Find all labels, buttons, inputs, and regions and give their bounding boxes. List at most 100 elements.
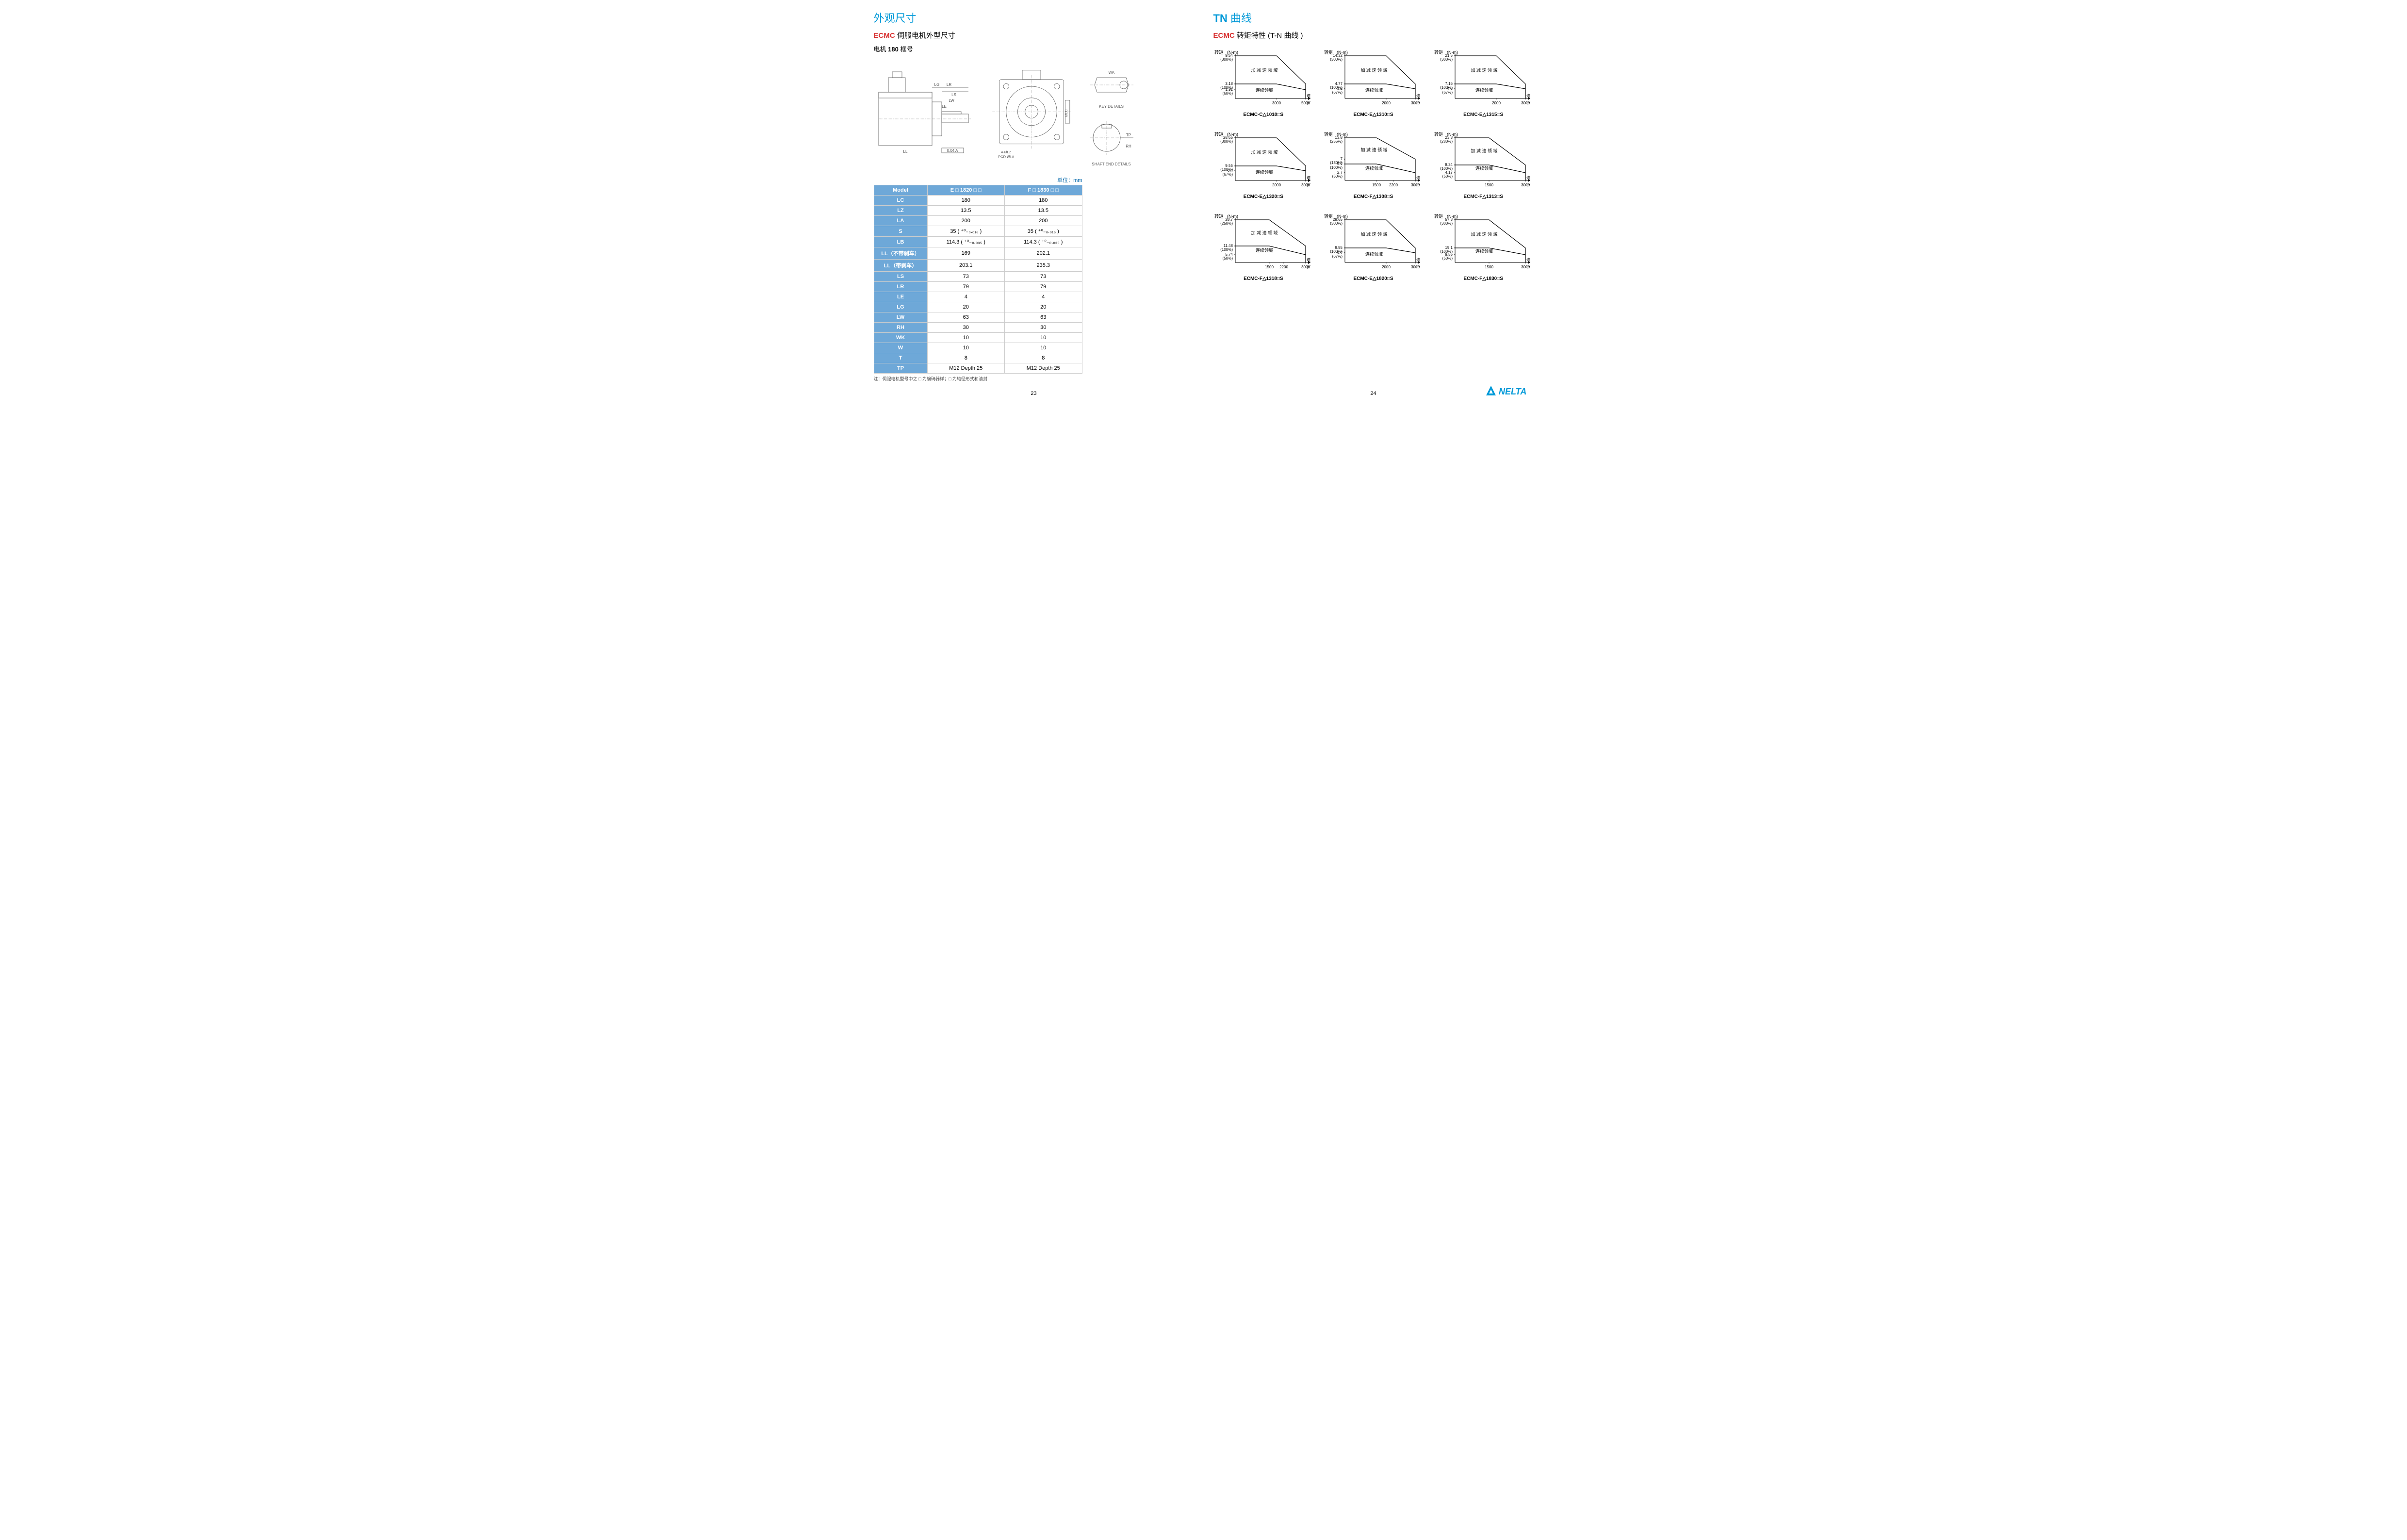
param-name: LE	[874, 292, 927, 302]
svg-text:(r/min): (r/min)	[1307, 101, 1310, 105]
tn-chart: 转矩(N-m)14.32(300%)4.77(100%)3.2(67%)2000…	[1323, 50, 1424, 117]
param-value: 8	[1005, 353, 1082, 363]
chart-model-label: ECMC-E△1820□S	[1323, 276, 1424, 281]
svg-text:(r/min): (r/min)	[1416, 183, 1420, 187]
param-value: M12 Depth 25	[1005, 363, 1082, 374]
table-row: LB114.3 ( ⁺⁰₋₀.₀₃₅ )114.3 ( ⁺⁰₋₀.₀₃₅ )	[874, 237, 1082, 247]
param-value: 235.3	[1005, 260, 1082, 272]
param-name: LC	[874, 196, 927, 206]
table-header: Model	[874, 185, 927, 196]
unit-label: 单位：mm	[874, 176, 1082, 184]
svg-text:(67%): (67%)	[1222, 172, 1233, 177]
svg-text:(r/min): (r/min)	[1307, 265, 1310, 269]
svg-text:3000: 3000	[1272, 101, 1281, 105]
param-name: LL（带刹车）	[874, 260, 927, 272]
chart-model-label: ECMC-E△1320□S	[1213, 194, 1314, 199]
svg-text:1500: 1500	[1372, 183, 1381, 187]
param-name: W	[874, 343, 927, 353]
svg-text:2000: 2000	[1272, 183, 1281, 187]
param-value: 35 ( ⁺⁰₋₀.₀₁₆ )	[1005, 226, 1082, 237]
chart-model-label: ECMC-C△1010□S	[1213, 112, 1314, 117]
svg-text:0.04 A: 0.04 A	[947, 148, 958, 153]
key-details-label: KEY DETAILS	[1082, 104, 1141, 109]
table-row: T88	[874, 353, 1082, 363]
delta-logo: NELTA	[1485, 385, 1534, 399]
svg-text:连续领域: 连续领域	[1475, 248, 1493, 254]
svg-text:(250%): (250%)	[1220, 221, 1233, 226]
table-row: S35 ( ⁺⁰₋₀.₀₁₆ )35 ( ⁺⁰₋₀.₀₁₆ )	[874, 226, 1082, 237]
tn-chart: 转矩(N-m)57.3(300%)19.1(100%)9.55(50%)1500…	[1433, 214, 1534, 281]
param-name: T	[874, 353, 927, 363]
param-name: WK	[874, 333, 927, 343]
svg-text:转矩: 转矩	[1324, 50, 1333, 55]
chart-model-label: ECMC-F△1830□S	[1433, 276, 1534, 281]
param-value: 4	[1005, 292, 1082, 302]
svg-text:LE: LE	[942, 104, 947, 109]
svg-text:(300%): (300%)	[1440, 57, 1453, 62]
table-row: LS7373	[874, 272, 1082, 282]
svg-text:(67%): (67%)	[1332, 90, 1343, 95]
param-name: LS	[874, 272, 927, 282]
svg-text:(67%): (67%)	[1332, 254, 1343, 259]
param-value: 4	[927, 292, 1005, 302]
svg-text:LG: LG	[934, 82, 939, 87]
svg-text:LS: LS	[951, 93, 956, 97]
svg-text:连续领域: 连续领域	[1255, 87, 1273, 93]
param-value: 79	[927, 282, 1005, 292]
table-row: LG2020	[874, 302, 1082, 312]
svg-text:速度: 速度	[1307, 257, 1310, 262]
param-value: 114.3 ( ⁺⁰₋₀.₀₃₅ )	[927, 237, 1005, 247]
table-row: W1010	[874, 343, 1082, 353]
svg-text:4-ØLZ: 4-ØLZ	[1000, 150, 1011, 154]
param-name: TP	[874, 363, 927, 374]
param-value: 10	[927, 343, 1005, 353]
svg-text:NELTA: NELTA	[1499, 387, 1526, 396]
table-row: LA200200	[874, 216, 1082, 226]
mechanical-drawings: LR LG LS LW LE LL 0.04 A 4-ØLZ PCD ØLA	[874, 68, 1194, 166]
svg-text:加 减 速 领 域: 加 减 速 领 域	[1471, 231, 1497, 237]
table-footnote: 注：伺服电机型号中之 □ 为编码器样；□ 为轴径形式和油封	[874, 376, 1194, 382]
param-value: 202.1	[1005, 247, 1082, 260]
table-row: LE44	[874, 292, 1082, 302]
param-value: 200	[1005, 216, 1082, 226]
svg-text:速度: 速度	[1416, 257, 1420, 262]
svg-text:转矩: 转矩	[1434, 50, 1443, 55]
param-value: 203.1	[927, 260, 1005, 272]
tn-chart: 转矩(N-m)28.65(300%)9.55(100%)6.4(67%)2000…	[1323, 214, 1424, 281]
param-value: 63	[1005, 312, 1082, 323]
param-name: S	[874, 226, 927, 237]
svg-text:(50%): (50%)	[1442, 256, 1453, 261]
tn-chart: 转矩(N-m)9.54(300%)3.18(100%)1.91(60%)3000…	[1213, 50, 1314, 117]
tn-charts-grid: 转矩(N-m)9.54(300%)3.18(100%)1.91(60%)3000…	[1213, 50, 1534, 281]
page-title-dimensions: 外观尺寸	[874, 10, 1194, 25]
svg-text:WK: WK	[1108, 70, 1115, 75]
svg-text:(r/min): (r/min)	[1307, 183, 1310, 187]
svg-text:连续领域: 连续领域	[1365, 251, 1383, 257]
page-title-tn: TN 曲线	[1213, 10, 1534, 25]
svg-text:转矩: 转矩	[1324, 214, 1333, 219]
svg-text:(300%): (300%)	[1220, 57, 1233, 62]
tn-chart: 转矩(N-m)28.7(250%)11.48(100%)5.74(50%)150…	[1213, 214, 1314, 281]
param-value: M12 Depth 25	[927, 363, 1005, 374]
svg-text:连续领域: 连续领域	[1365, 165, 1383, 171]
param-value: 20	[927, 302, 1005, 312]
param-value: 73	[1005, 272, 1082, 282]
table-header: F □ 1830 □ □	[1005, 185, 1082, 196]
svg-text:速度: 速度	[1307, 93, 1310, 98]
param-name: RH	[874, 323, 927, 333]
svg-text:转矩: 转矩	[1434, 132, 1443, 137]
param-value: 10	[1005, 343, 1082, 353]
param-value: 114.3 ( ⁺⁰₋₀.₀₃₅ )	[1005, 237, 1082, 247]
table-row: LR7979	[874, 282, 1082, 292]
svg-text:(100%): (100%)	[1330, 165, 1343, 170]
param-value: 13.5	[927, 206, 1005, 216]
chart-model-label: ECMC-E△1315□S	[1433, 112, 1534, 117]
param-value: 13.5	[1005, 206, 1082, 216]
param-value: 8	[927, 353, 1005, 363]
param-name: LW	[874, 312, 927, 323]
param-value: 79	[1005, 282, 1082, 292]
dimensions-table: ModelE □ 1820 □ □F □ 1830 □ □ LC180180LZ…	[874, 185, 1082, 374]
param-value: 30	[927, 323, 1005, 333]
svg-text:加 减 速 领 域: 加 减 速 领 域	[1361, 147, 1388, 152]
tn-chart: 转矩(N-m)28.65(300%)9.55(100%)6.4(67%)2000…	[1213, 132, 1314, 199]
